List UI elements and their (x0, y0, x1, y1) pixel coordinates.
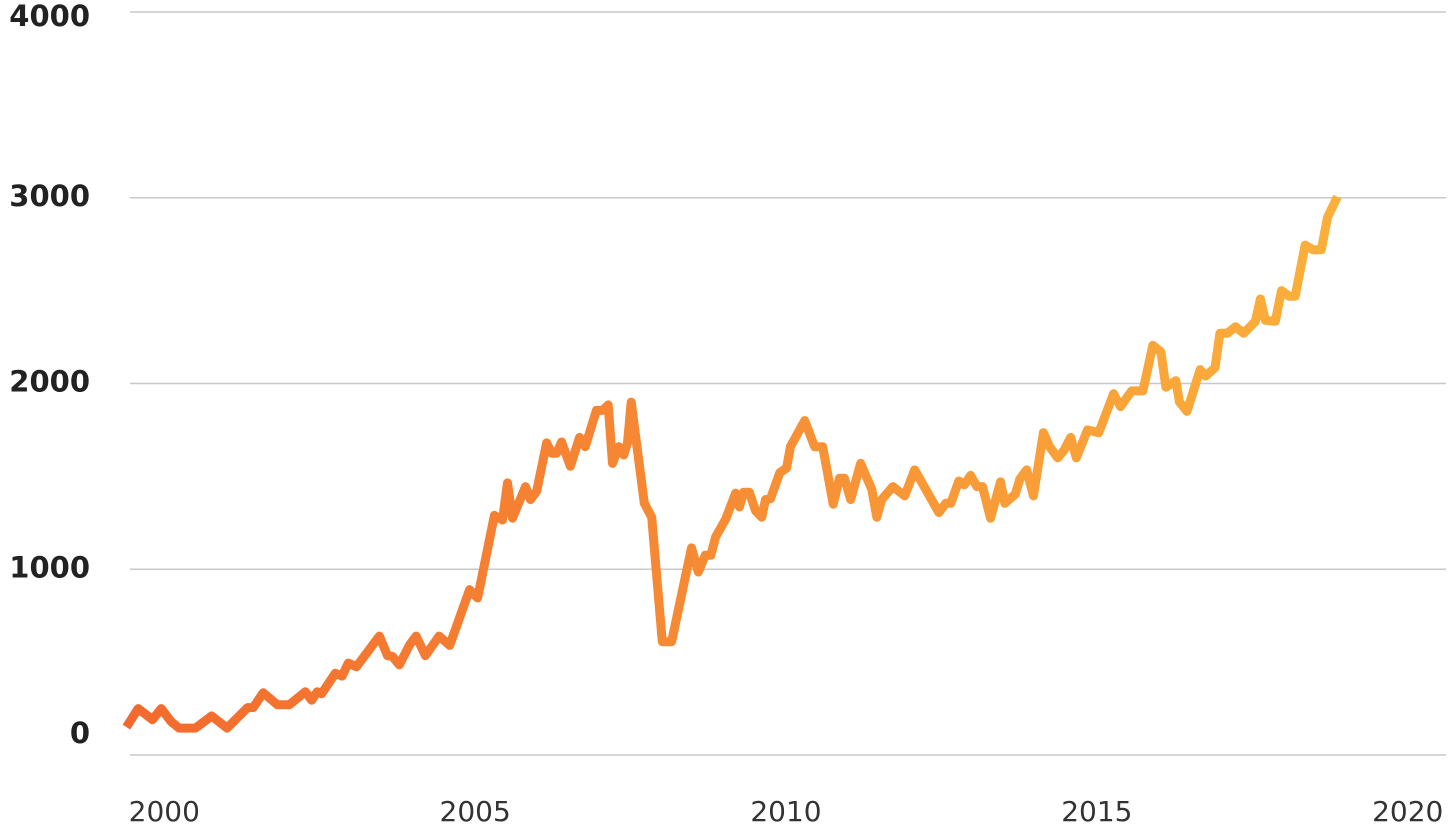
x-tick-label: 2000 (129, 795, 200, 827)
x-tick-label: 2010 (750, 795, 821, 827)
y-tick-label: 4000 (9, 0, 90, 33)
y-tick-label: 2000 (9, 365, 90, 399)
y-tick-label: 0 (70, 716, 90, 750)
x-tick-label: 2015 (1061, 795, 1132, 827)
y-tick-label: 1000 (9, 550, 90, 584)
x-tick-label: 2020 (1372, 795, 1443, 827)
data-line (122, 194, 1342, 733)
x-tick-label: 2005 (440, 795, 511, 827)
y-tick-label: 3000 (9, 179, 90, 213)
